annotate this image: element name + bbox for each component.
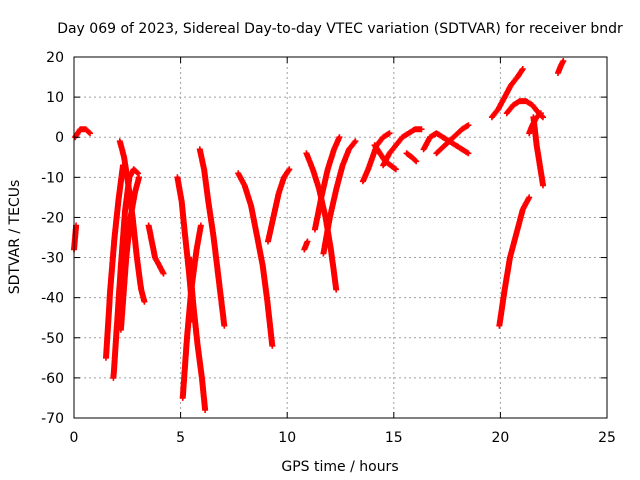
data-point-markers bbox=[71, 222, 80, 253]
data-point-markers bbox=[117, 174, 142, 333]
y-tick-label: 20 bbox=[46, 50, 64, 66]
data-point-markers bbox=[403, 150, 420, 165]
series-arc bbox=[186, 254, 209, 413]
data-point-markers bbox=[433, 122, 472, 157]
plot-frame bbox=[73, 56, 608, 419]
series-arc bbox=[530, 114, 546, 189]
y-tick-label: -60 bbox=[41, 371, 64, 387]
tick-labels: 0 5 10 15 20 25 -70 -60 -50 -40 -30 -20 -10 0 10 20 bbox=[41, 50, 616, 446]
data-point-markers bbox=[265, 166, 293, 245]
x-tick-label: 0 bbox=[70, 430, 79, 446]
data-point-markers bbox=[145, 222, 167, 277]
data-point-markers bbox=[196, 146, 228, 329]
data-point-markers bbox=[555, 58, 567, 76]
data-point-markers bbox=[530, 114, 546, 189]
x-tick-label: 20 bbox=[491, 430, 509, 446]
data-point-markers bbox=[311, 134, 343, 233]
data-point-markers bbox=[303, 150, 340, 293]
series-arc bbox=[488, 66, 526, 121]
data-point-markers bbox=[72, 126, 93, 141]
y-axis-label: SDTVAR / TECUs bbox=[7, 180, 23, 295]
data-point-markers bbox=[488, 66, 526, 121]
y-tick-label: -10 bbox=[41, 170, 64, 186]
data-point-markers bbox=[496, 194, 533, 329]
series-arc bbox=[303, 150, 340, 293]
x-axis-label: GPS time / hours bbox=[281, 459, 398, 475]
data-point-markers bbox=[235, 170, 276, 349]
series-arc bbox=[72, 126, 93, 141]
series-arc bbox=[265, 166, 293, 245]
y-tick-label: -30 bbox=[41, 251, 64, 267]
series-arc bbox=[555, 58, 567, 76]
series-arc bbox=[117, 174, 142, 333]
grid bbox=[74, 57, 607, 418]
data-point-markers bbox=[103, 162, 126, 361]
series-arc bbox=[433, 122, 472, 157]
y-tick-label: -70 bbox=[41, 411, 64, 427]
series-arc bbox=[71, 222, 80, 253]
series-arc bbox=[145, 222, 167, 277]
data-point-markers bbox=[420, 130, 472, 157]
data-point-markers bbox=[186, 254, 209, 413]
x-tick-label: 10 bbox=[278, 430, 296, 446]
y-tick-label: -50 bbox=[41, 331, 64, 347]
data-point-markers bbox=[380, 126, 425, 169]
x-tick-label: 15 bbox=[385, 430, 403, 446]
series-arc bbox=[311, 134, 343, 233]
data-point-markers bbox=[320, 138, 359, 257]
series-arc bbox=[403, 150, 420, 165]
chart-title: Day 069 of 2023, Sidereal Day-to-day VTE… bbox=[57, 21, 623, 37]
series-arc bbox=[301, 238, 311, 253]
series-arc bbox=[196, 146, 228, 329]
series-arc bbox=[235, 170, 276, 349]
x-tick-label: 5 bbox=[176, 430, 185, 446]
axis-ticks bbox=[73, 56, 608, 419]
series-arc bbox=[496, 194, 533, 329]
data-points bbox=[71, 58, 567, 413]
y-tick-label: 10 bbox=[46, 90, 64, 106]
series-arc bbox=[380, 126, 425, 169]
data-point-markers bbox=[301, 238, 311, 253]
y-tick-label: -20 bbox=[41, 210, 64, 226]
x-tick-label: 25 bbox=[598, 430, 616, 446]
series-arc bbox=[420, 130, 472, 157]
y-tick-label: -40 bbox=[41, 291, 64, 307]
series-arc bbox=[320, 138, 359, 257]
y-tick-label: 0 bbox=[55, 130, 64, 146]
series-arc bbox=[103, 162, 126, 361]
